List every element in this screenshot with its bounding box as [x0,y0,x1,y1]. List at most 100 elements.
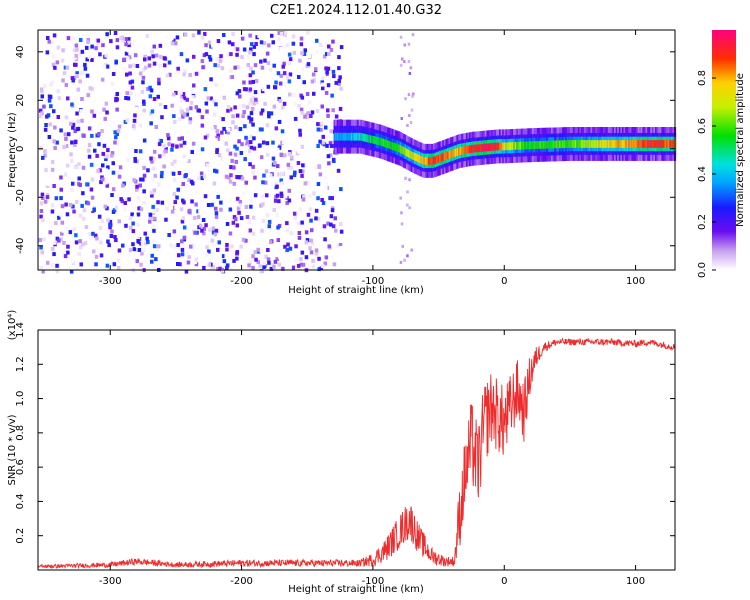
noise-cell [50,160,55,164]
noise-cell [180,98,184,103]
noise-cell [283,194,288,199]
noise-cell [145,236,149,241]
ridge-cell [546,140,549,149]
ridge-cell [508,142,511,151]
noise-cell [315,50,320,55]
noise-cell [62,71,67,76]
ridge-cell [401,146,404,154]
noise-cell [113,235,117,239]
noise-cell [281,140,286,144]
ridge-cell [629,140,632,148]
noise-cell [71,204,75,209]
noise-cell [82,208,87,213]
noise-cell [308,207,313,212]
noise-cell [78,245,83,250]
y-tick-label: -20 [15,189,26,205]
noise-cell [155,53,159,58]
noise-cell [277,205,281,210]
noise-cell [78,239,82,244]
noise-cell [280,171,284,176]
noise-cell [167,233,171,237]
noise-cell [135,244,140,248]
noise-cell [258,143,262,148]
noise-cell [155,208,160,212]
ridge-cell [625,140,628,148]
noise-cell [286,242,290,247]
noise-cell [256,106,260,111]
noise-cell [66,96,70,101]
ridge-cell [380,138,383,146]
noise-cell [276,147,280,152]
noise-cell [52,109,56,114]
ridge-cell [358,132,361,141]
noise-cell [139,262,143,267]
noise-cell [226,52,231,57]
noise-cell [278,99,282,103]
noise-cell [172,110,177,115]
noise-cell [139,207,144,212]
noise-cell [152,156,156,161]
noise-cell [248,87,253,92]
ridge-cell [633,140,636,148]
x-tick-label: -300 [99,576,122,587]
noise-cell [325,143,329,148]
noise-cell [182,112,187,117]
noise-cell [204,101,209,106]
noise-cell [276,238,280,243]
noise-cell [152,188,157,193]
noise-cell [276,106,280,111]
noise-cell [277,199,281,204]
noise-cell [288,72,293,77]
noise-cell [50,203,55,208]
noise-cell [147,56,151,61]
noise-cell [334,114,339,119]
noise-cell [189,244,193,249]
noise-cell [125,91,129,96]
noise-cell [310,79,315,84]
noise-cell [43,83,47,88]
noise-cell [57,215,61,220]
noise-cell [66,250,70,255]
noise-cell [314,251,319,256]
noise-cell [151,204,155,209]
noise-cell [404,177,407,180]
noise-cell [329,144,334,148]
ridge-cell [424,157,428,165]
noise-cell [320,82,325,87]
ridge-cell [499,142,502,151]
snr-y-ticks: 0.20.40.60.81.01.21.4 [15,322,675,544]
noise-cell [41,269,45,274]
noise-cell [177,171,182,175]
noise-cell [248,228,253,233]
noise-cell [209,77,213,82]
noise-cell [65,212,70,217]
ridge-cell [549,140,552,149]
ridge-cell [620,140,623,148]
noise-cell [409,66,413,70]
noise-cell [321,140,326,145]
noise-cell [78,183,82,187]
noise-cell [203,194,208,199]
ridge-cell [568,140,571,148]
noise-cell [251,70,255,75]
ridge-cell [349,132,352,141]
noise-cell [232,215,237,220]
noise-cell [242,191,246,196]
noise-cell [237,210,241,215]
noise-cell [166,133,170,138]
noise-cell [106,148,110,153]
noise-cell [132,178,136,183]
noise-cell [226,108,230,113]
noise-cell [136,212,141,217]
noise-cell [163,129,168,134]
noise-cell [94,262,98,267]
noise-cell [196,176,201,181]
noise-cell [237,155,242,160]
noise-cell [216,170,221,175]
noise-cell [282,61,286,66]
ridge-cell [473,144,476,153]
noise-cell [181,92,186,97]
noise-cell [176,66,180,71]
chart-title: C2E1.2024.112.01.40.G32 [270,3,442,18]
